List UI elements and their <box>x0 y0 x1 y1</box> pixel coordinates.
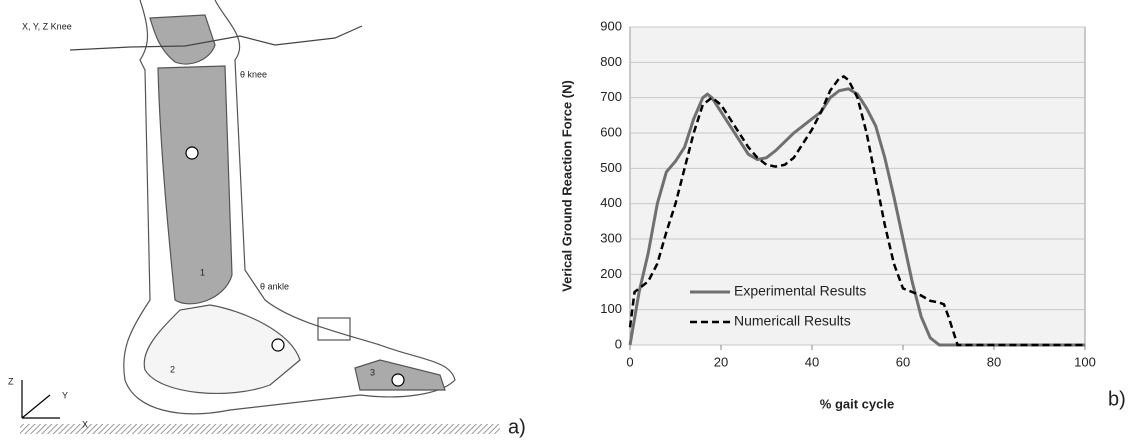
y-tick-label: 900 <box>600 18 622 33</box>
x-tick-label: 80 <box>987 354 1001 369</box>
x-tick-label: 60 <box>896 354 910 369</box>
axis-letter: X <box>82 419 88 429</box>
y-axis-label: Verical Ground Reaction Force (N) <box>559 80 574 292</box>
y-tick-label: 500 <box>600 160 622 175</box>
segment-label: 3 <box>370 367 375 377</box>
x-axis-label: % gait cycle <box>820 396 894 411</box>
axes-arrows <box>21 380 60 419</box>
y-tick-label: 800 <box>600 54 622 69</box>
y-tick-label: 600 <box>600 124 622 139</box>
knee-angle: θ knee <box>240 69 267 79</box>
leg-outline <box>123 0 456 415</box>
x-tick-label: 100 <box>1074 354 1096 369</box>
y-tick-label: 300 <box>600 230 622 245</box>
ankle-angle: θ ankle <box>260 281 289 291</box>
femur <box>149 14 216 65</box>
tibia <box>157 65 233 305</box>
knee-label: X, Y, Z Knee <box>22 21 72 31</box>
y-tick-label: 700 <box>600 89 622 104</box>
data-line <box>628 87 1085 347</box>
axis-letter: Y <box>62 390 68 400</box>
y-tick-label: 200 <box>600 266 622 281</box>
data-line <box>628 75 1085 347</box>
spring-box <box>317 317 351 341</box>
leg-diagram <box>21 0 456 419</box>
panel-label: a) <box>508 416 526 438</box>
axis-letter: Z <box>8 376 14 386</box>
legend-label: Numericall Results <box>734 313 851 329</box>
cg-marker <box>271 338 285 352</box>
y-tick-label: 0 <box>615 336 622 351</box>
cg-marker <box>185 146 199 160</box>
segment-label: 1 <box>200 267 205 277</box>
y-tick-label: 400 <box>600 195 622 210</box>
x-tick-label: 0 <box>626 354 633 369</box>
panel-label: b) <box>1108 388 1126 410</box>
foot-bones <box>143 304 301 394</box>
x-tick-label: 20 <box>714 354 728 369</box>
cg-marker <box>391 373 405 387</box>
x-tick-label: 40 <box>805 354 819 369</box>
knee-line <box>69 25 363 51</box>
segment-label: 2 <box>170 364 175 374</box>
legend-label: Experimental Results <box>734 283 866 299</box>
ground <box>20 424 500 434</box>
y-tick-label: 100 <box>600 301 622 316</box>
